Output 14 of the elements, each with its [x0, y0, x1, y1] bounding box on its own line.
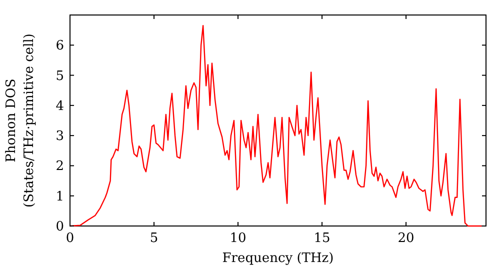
- y-tick-label: 2: [56, 159, 64, 174]
- y-tick-label: 6: [56, 38, 64, 54]
- y-axis-title: Phonon DOS (States/THz·primitive cell): [4, 33, 37, 208]
- x-tick-label: 20: [398, 231, 414, 246]
- y-tick-label: 0: [56, 220, 64, 234]
- x-tick-label: 0: [66, 231, 74, 246]
- x-tick-label: 5: [150, 231, 158, 246]
- x-axis-title: Frequency (THz): [222, 251, 334, 266]
- x-tick-label: 15: [314, 231, 330, 246]
- y-tick-label: 3: [56, 129, 64, 144]
- y-tick-label: 5: [56, 68, 64, 84]
- y-tick-label: 1: [56, 189, 64, 204]
- x-tick-label: 10: [230, 231, 246, 246]
- y-tick-label: 4: [56, 98, 64, 114]
